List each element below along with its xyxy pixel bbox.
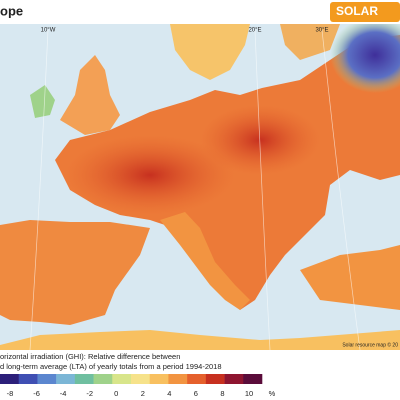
colorbar-segment: [187, 374, 207, 384]
legend-tick-label: -8: [7, 389, 14, 398]
attribution: Solar resource map © 20: [342, 341, 398, 348]
black-sea: [327, 187, 400, 243]
land: [160, 212, 250, 310]
legend: -8 -6 -4 -2 0 2 4 6 8 10%: [0, 374, 276, 398]
colorbar-segment: [93, 374, 113, 384]
graticule-label: 20°E: [248, 28, 261, 34]
colorbar-segment: [56, 374, 76, 384]
land: [60, 55, 120, 135]
colorbar-segment: [168, 374, 188, 384]
legend-tick-label: 4: [167, 389, 171, 398]
legend-tick-label: 10: [245, 389, 253, 398]
colorbar-segment: [112, 374, 132, 384]
graticule-line: [29, 29, 49, 351]
land: [30, 85, 55, 118]
colorbar-segment: [149, 374, 169, 384]
graticule-line: [321, 29, 361, 351]
colorbar-segment: [37, 374, 57, 384]
land: [0, 330, 400, 350]
legend-tick-label: 0: [114, 389, 118, 398]
colorbar-segment: [18, 374, 38, 384]
land: [280, 24, 340, 60]
graticule-label: 10°W: [41, 28, 56, 34]
logo-text: SOLAR: [336, 4, 378, 18]
legend-caption: d long-term average (LTA) of yearly tota…: [0, 362, 222, 371]
colorbar-segment: [224, 374, 244, 384]
anomaly: [65, 135, 235, 215]
anomaly: [330, 17, 400, 93]
legend-tick-label: 6: [194, 389, 198, 398]
graticule-line: [254, 29, 271, 351]
land: [0, 220, 150, 325]
colorbar-segment: [131, 374, 151, 384]
logo: [330, 2, 400, 22]
legend-caption: orizontal irradiation (GHI): Relative di…: [0, 352, 180, 361]
legend-tick-label: -4: [60, 389, 67, 398]
land: [300, 245, 400, 310]
colorbar-segment: [74, 374, 94, 384]
graticule-label: 30°E: [315, 28, 328, 34]
legend-tick-label: 8: [220, 389, 224, 398]
colorbar-segment: [243, 374, 263, 384]
colorbar-segment: [205, 374, 225, 384]
legend-tick-label: 2: [141, 389, 145, 398]
legend-unit: %: [269, 389, 276, 398]
colorbar-segment: [0, 374, 20, 384]
title: ope: [0, 3, 23, 18]
legend-tick-label: -2: [86, 389, 93, 398]
land: [170, 24, 250, 80]
map: 10°W 20°E 30°E Solar resource map © 20: [0, 17, 400, 351]
legend-tick-label: -6: [33, 389, 40, 398]
